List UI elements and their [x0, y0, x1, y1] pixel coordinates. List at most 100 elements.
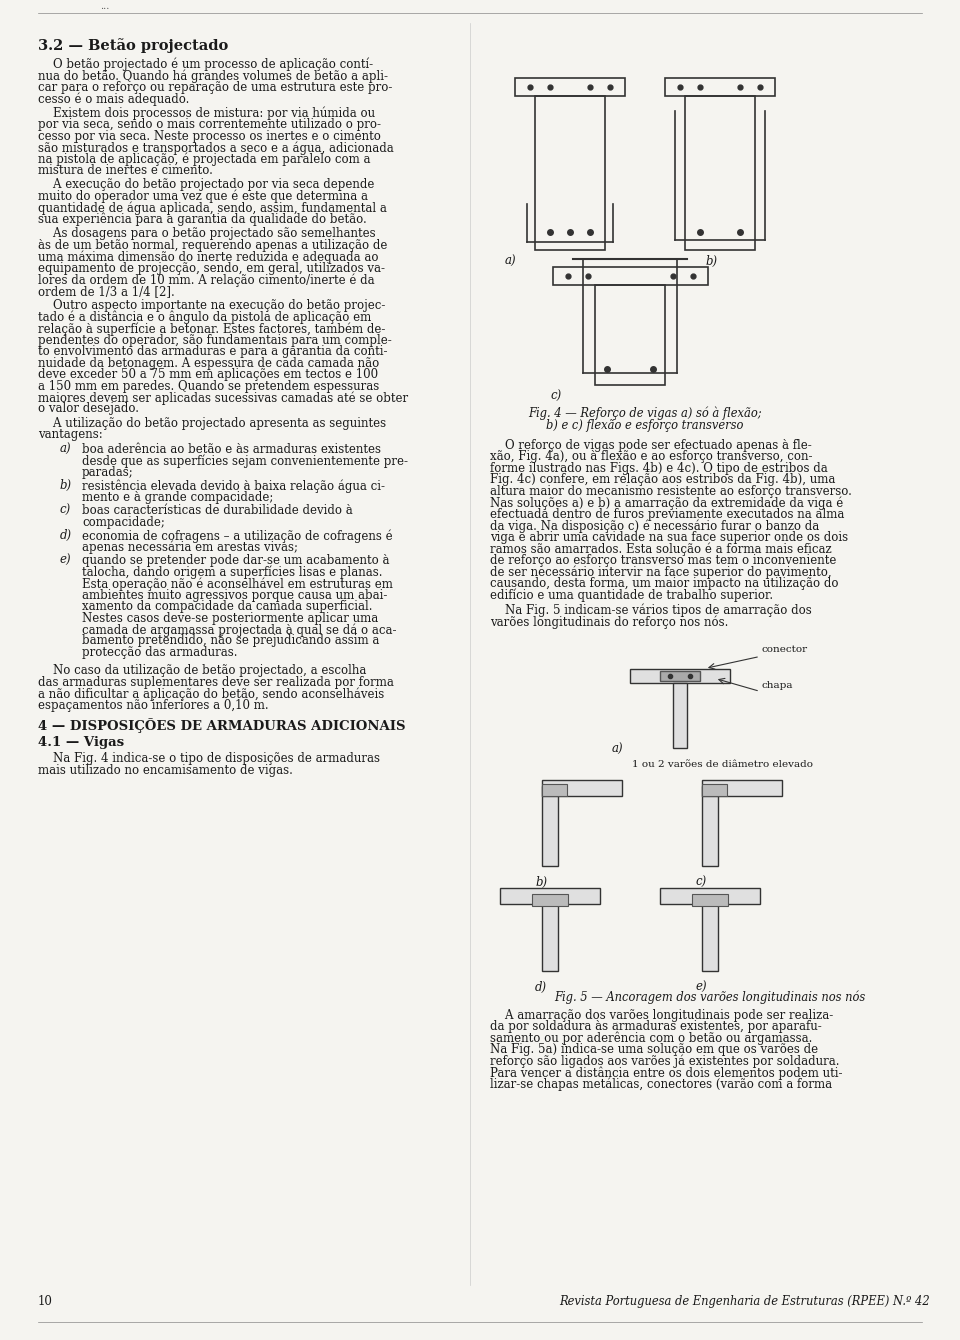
Text: b) e c) flexão e esforço transverso: b) e c) flexão e esforço transverso: [546, 419, 744, 431]
Text: xão, Fig. 4a), ou à flexão e ao esforço transverso, con-: xão, Fig. 4a), ou à flexão e ao esforço …: [490, 450, 812, 464]
Text: conector: conector: [762, 646, 808, 654]
Bar: [660, 671, 700, 682]
Text: da por soldadura às armaduras existentes, por aparafu-: da por soldadura às armaduras existentes…: [490, 1020, 822, 1033]
Text: c): c): [60, 504, 71, 517]
Text: camada de argamassa projectada à qual se dá o aca-: camada de argamassa projectada à qual se…: [82, 623, 396, 636]
Bar: [660, 888, 760, 905]
Bar: [542, 780, 622, 796]
Text: 4 — DISPOSIÇÕES DE ARMADURAS ADICIONAIS: 4 — DISPOSIÇÕES DE ARMADURAS ADICIONAIS: [38, 718, 405, 733]
Text: altura maior do mecanismo resistente ao esforço transverso.: altura maior do mecanismo resistente ao …: [490, 485, 852, 498]
Text: O betão projectado é um processo de aplicação contí-: O betão projectado é um processo de apli…: [38, 58, 373, 71]
Bar: [553, 267, 708, 285]
Bar: [542, 896, 558, 970]
Text: Nas soluções a) e b) a amarração da extremidade da viga é: Nas soluções a) e b) a amarração da extr…: [490, 496, 843, 509]
Text: b): b): [535, 876, 547, 888]
Text: deve exceder 50 a 75 mm em aplicações em tectos e 100: deve exceder 50 a 75 mm em aplicações em…: [38, 369, 378, 381]
Text: ...: ...: [100, 1, 109, 11]
Text: pendentes do operador, são fundamentais para um comple-: pendentes do operador, são fundamentais …: [38, 334, 392, 347]
Text: a não dificultar a aplicação do betão, sendo aconselháveis: a não dificultar a aplicação do betão, s…: [38, 687, 384, 701]
Text: boa aderência ao betão e às armaduras existentes: boa aderência ao betão e às armaduras ex…: [82, 444, 381, 456]
Bar: [702, 780, 782, 796]
Text: o valor desejado.: o valor desejado.: [38, 402, 139, 415]
Text: 4.1 — Vigas: 4.1 — Vigas: [38, 736, 124, 749]
Text: Outro aspecto importante na execução do betão projec-: Outro aspecto importante na execução do …: [38, 299, 385, 312]
Text: compacidade;: compacidade;: [82, 516, 165, 529]
Text: ordem de 1/3 a 1/4 [2].: ordem de 1/3 a 1/4 [2].: [38, 284, 175, 297]
Text: No caso da utilização de betão projectado, a escolha: No caso da utilização de betão projectad…: [38, 665, 367, 678]
Text: As dosagens para o betão projectado são semelhantes: As dosagens para o betão projectado são …: [38, 228, 375, 240]
Text: b): b): [705, 256, 717, 268]
Text: samento ou por aderência com o betão ou argamassa.: samento ou por aderência com o betão ou …: [490, 1032, 812, 1045]
Text: ramos são amarrados. Esta solução é a forma mais eficaz: ramos são amarrados. Esta solução é a fo…: [490, 543, 831, 556]
Text: nuidade da betonagem. A espessura de cada camada não: nuidade da betonagem. A espessura de cad…: [38, 356, 379, 370]
Text: Para vencer a distância entre os dois elementos podem uti-: Para vencer a distância entre os dois el…: [490, 1067, 843, 1080]
Text: efectuada dentro de furos previamente executados na alma: efectuada dentro de furos previamente ex…: [490, 508, 845, 521]
Text: espaçamentos não inferiores a 0,10 m.: espaçamentos não inferiores a 0,10 m.: [38, 699, 269, 712]
Text: Fig. 4 — Reforço de vigas a) só à flexão;: Fig. 4 — Reforço de vigas a) só à flexão…: [528, 407, 762, 421]
Text: b): b): [60, 480, 72, 492]
Text: tado é a distância e o ângulo da pistola de aplicação em: tado é a distância e o ângulo da pistola…: [38, 311, 372, 324]
Text: Na Fig. 5a) indica-se uma solução em que os varões de: Na Fig. 5a) indica-se uma solução em que…: [490, 1043, 818, 1056]
Text: resistência elevada devido à baixa relação água ci-: resistência elevada devido à baixa relaç…: [82, 480, 385, 493]
Text: a): a): [612, 744, 624, 756]
Text: economia de cofragens – a utilização de cofragens é: economia de cofragens – a utilização de …: [82, 529, 393, 543]
Text: quando se pretender pode dar-se um acabamento à: quando se pretender pode dar-se um acaba…: [82, 555, 390, 567]
Text: talocha, dando origem a superfícies lisas e planas.: talocha, dando origem a superfícies lisa…: [82, 565, 382, 579]
Text: desde que as superfícies sejam convenientemente pre-: desde que as superfícies sejam convenien…: [82, 454, 408, 468]
Text: A amarração dos varões longitudinais pode ser realiza-: A amarração dos varões longitudinais pod…: [490, 1009, 833, 1021]
Text: por via seca, sendo o mais correntemente utilizado o pro-: por via seca, sendo o mais correntemente…: [38, 118, 381, 131]
Text: forme ilustrado nas Figs. 4b) e 4c). O tipo de estribos da: forme ilustrado nas Figs. 4b) e 4c). O t…: [490, 462, 828, 474]
Text: e): e): [695, 981, 707, 994]
Text: varões longitudinais do reforço nos nós.: varões longitudinais do reforço nos nós.: [490, 615, 729, 628]
Bar: [500, 888, 600, 905]
Text: ambientes muito agressivos porque causa um abai-: ambientes muito agressivos porque causa …: [82, 588, 388, 602]
Text: Na Fig. 5 indicam-se vários tipos de amarração dos: Na Fig. 5 indicam-se vários tipos de ama…: [490, 603, 812, 616]
Text: c): c): [550, 390, 562, 403]
Text: boas características de durabilidade devido à: boas características de durabilidade dev…: [82, 504, 352, 517]
Text: protecção das armaduras.: protecção das armaduras.: [82, 646, 237, 659]
Bar: [702, 896, 718, 970]
Text: da viga. Na disposição c) é necessário furar o banzo da: da viga. Na disposição c) é necessário f…: [490, 519, 819, 533]
Text: equipamento de projecção, sendo, em geral, utilizados va-: equipamento de projecção, sendo, em gera…: [38, 261, 385, 275]
Text: mistura de inertes e cimento.: mistura de inertes e cimento.: [38, 163, 213, 177]
Text: 10: 10: [38, 1294, 53, 1308]
Text: a): a): [505, 256, 516, 268]
Text: d): d): [535, 981, 547, 994]
Bar: [673, 683, 687, 748]
Bar: [535, 95, 605, 251]
Bar: [692, 894, 728, 906]
Text: maiores devem ser aplicadas sucessivas camadas até se obter: maiores devem ser aplicadas sucessivas c…: [38, 391, 408, 405]
Text: cesso é o mais adequado.: cesso é o mais adequado.: [38, 92, 189, 106]
Text: xamento da compacidade da camada superficial.: xamento da compacidade da camada superfi…: [82, 600, 372, 614]
Text: viga e abrir uma cavidade na sua face superior onde os dois: viga e abrir uma cavidade na sua face su…: [490, 531, 848, 544]
Text: a): a): [60, 444, 72, 456]
Text: Nestes casos deve-se posteriormente aplicar uma: Nestes casos deve-se posteriormente apli…: [82, 611, 378, 624]
Bar: [595, 285, 665, 385]
Text: nua do betão. Quando há grandes volumes de betão a apli-: nua do betão. Quando há grandes volumes …: [38, 70, 388, 83]
Bar: [630, 670, 730, 683]
Text: relação à superfície a betonar. Estes factores, também de-: relação à superfície a betonar. Estes fa…: [38, 322, 385, 335]
Text: O reforço de vigas pode ser efectuado apenas à fle-: O reforço de vigas pode ser efectuado ap…: [490, 440, 812, 452]
Text: 3.2 — Betão projectado: 3.2 — Betão projectado: [38, 38, 228, 52]
Text: cesso por via seca. Neste processo os inertes e o cimento: cesso por via seca. Neste processo os in…: [38, 130, 381, 142]
Text: causando, desta forma, um maior impacto na utilização do: causando, desta forma, um maior impacto …: [490, 576, 838, 590]
Bar: [542, 784, 567, 796]
Text: apenas necessária em arestas vivas;: apenas necessária em arestas vivas;: [82, 541, 298, 555]
Bar: [532, 894, 568, 906]
Text: das armaduras suplementares deve ser realizada por forma: das armaduras suplementares deve ser rea…: [38, 675, 394, 689]
Bar: [665, 78, 775, 95]
Text: mento e à grande compacidade;: mento e à grande compacidade;: [82, 490, 274, 504]
Text: car para o reforço ou reparação de uma estrutura este pro-: car para o reforço ou reparação de uma e…: [38, 80, 393, 94]
Text: 1 ou 2 varões de diâmetro elevado: 1 ou 2 varões de diâmetro elevado: [632, 760, 813, 769]
Text: c): c): [695, 876, 707, 888]
Text: edifício e uma quantidade de trabalho superior.: edifício e uma quantidade de trabalho su…: [490, 588, 773, 602]
Text: Revista Portuguesa de Engenharia de Estruturas (RPEE) N.º 42: Revista Portuguesa de Engenharia de Estr…: [560, 1294, 930, 1308]
Text: Esta operação não é aconselhável em estruturas em: Esta operação não é aconselhável em estr…: [82, 578, 393, 591]
Bar: [542, 787, 558, 866]
Text: quantidade de água aplicada, sendo, assim, fundamental a: quantidade de água aplicada, sendo, assi…: [38, 201, 387, 214]
Bar: [515, 78, 625, 95]
Text: reforço são ligados aos varões já existentes por soldadura.: reforço são ligados aos varões já existe…: [490, 1055, 839, 1068]
Text: A execução do betão projectado por via seca depende: A execução do betão projectado por via s…: [38, 178, 374, 192]
Text: Na Fig. 4 indica-se o tipo de disposições de armaduras: Na Fig. 4 indica-se o tipo de disposiçõe…: [38, 752, 380, 765]
Text: são misturados e transportados a seco e a água, adicionada: são misturados e transportados a seco e …: [38, 141, 394, 154]
